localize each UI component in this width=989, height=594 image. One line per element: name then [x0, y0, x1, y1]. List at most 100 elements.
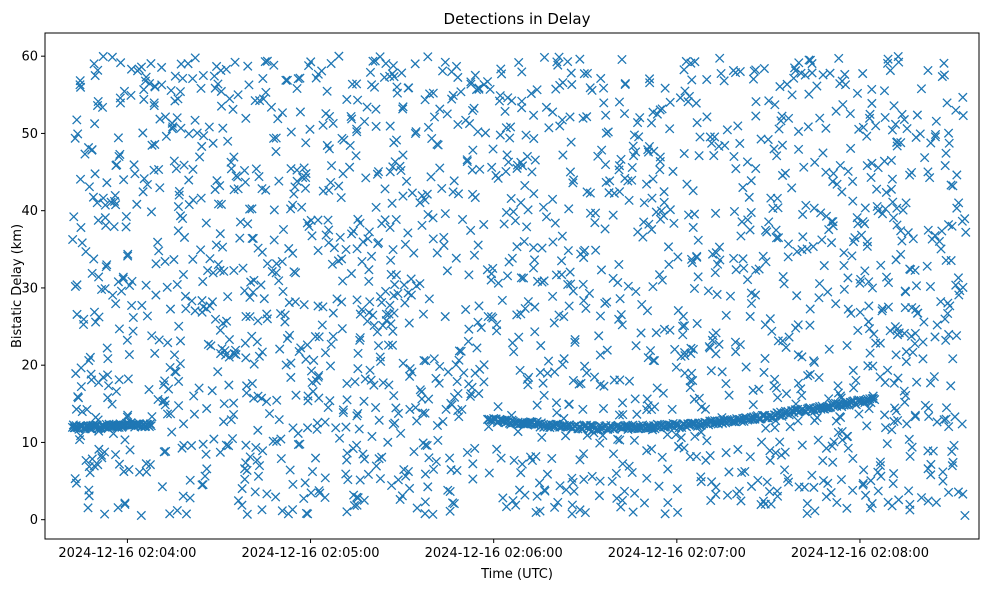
data-point: [72, 115, 82, 125]
data-point: [772, 486, 782, 496]
data-point: [486, 275, 496, 285]
data-point: [521, 222, 532, 232]
data-point: [876, 471, 886, 481]
data-point: [923, 167, 933, 177]
data-point: [335, 232, 345, 243]
data-point: [348, 226, 359, 236]
data-point: [532, 85, 542, 95]
data-point: [122, 335, 133, 345]
data-point: [615, 294, 625, 304]
data-point: [176, 123, 186, 133]
data-point: [440, 311, 450, 322]
data-point: [306, 57, 316, 67]
data-point: [618, 409, 628, 420]
x-tick-label: 2024-12-16 02:04:00: [58, 546, 196, 561]
data-point: [120, 435, 130, 445]
data-point: [918, 337, 928, 347]
data-point: [504, 257, 514, 267]
data-point: [751, 65, 761, 75]
data-point: [74, 434, 85, 445]
data-point: [596, 145, 607, 155]
data-point: [170, 366, 180, 377]
data-point: [119, 466, 129, 477]
data-point: [372, 169, 383, 179]
data-point: [502, 150, 512, 160]
data-point: [84, 182, 95, 192]
data-point: [254, 460, 265, 471]
data-point: [170, 71, 180, 81]
data-point: [712, 259, 723, 269]
data-point: [372, 327, 383, 337]
data-point: [905, 451, 915, 462]
data-point: [643, 145, 653, 155]
data-point: [100, 200, 110, 210]
data-point: [97, 453, 107, 463]
data-point: [274, 276, 284, 286]
data-point: [205, 301, 215, 311]
data-point: [716, 68, 726, 79]
data-point: [775, 437, 785, 447]
data-point: [817, 235, 827, 245]
data-point: [435, 163, 445, 173]
data-point: [288, 423, 298, 433]
data-point: [724, 467, 734, 477]
data-point: [321, 230, 331, 240]
data-point: [334, 433, 345, 443]
data-point: [864, 301, 874, 311]
data-point: [619, 108, 630, 119]
data-point: [446, 94, 457, 104]
data-point: [946, 180, 956, 190]
data-point: [654, 481, 664, 491]
data-point: [424, 294, 435, 304]
data-point: [114, 324, 125, 334]
data-point: [537, 243, 547, 253]
data-point: [683, 97, 693, 107]
data-point: [75, 174, 86, 184]
data-point: [523, 372, 534, 383]
data-point: [838, 99, 848, 110]
data-point: [890, 119, 901, 129]
data-point: [292, 83, 302, 94]
data-point: [522, 151, 533, 162]
data-point: [729, 151, 739, 162]
data-point: [310, 453, 321, 463]
data-point: [644, 74, 655, 84]
data-point: [403, 288, 413, 298]
data-point: [814, 293, 824, 303]
data-point: [590, 208, 601, 218]
data-point: [529, 133, 539, 144]
data-point: [876, 260, 886, 270]
data-point: [338, 407, 348, 418]
data-point: [385, 167, 395, 177]
data-point: [805, 369, 815, 380]
data-point: [473, 127, 483, 137]
data-point: [598, 403, 609, 414]
data-point: [651, 328, 661, 338]
data-point: [793, 144, 804, 155]
data-point: [854, 409, 864, 419]
data-point: [175, 86, 186, 97]
data-point: [900, 397, 910, 407]
data-point: [595, 476, 605, 486]
data-point: [262, 56, 273, 66]
data-point: [518, 273, 529, 283]
data-point: [671, 362, 681, 372]
data-point: [866, 476, 876, 486]
data-point: [766, 193, 776, 203]
data-point: [923, 464, 933, 474]
data-point: [805, 320, 815, 330]
data-point: [370, 56, 380, 66]
data-point: [789, 63, 800, 73]
data-point: [346, 114, 357, 124]
data-point: [145, 459, 156, 470]
data-point: [217, 343, 227, 354]
data-point: [410, 402, 421, 413]
data-point: [337, 324, 347, 334]
data-point: [842, 340, 852, 351]
data-point: [366, 375, 376, 385]
data-point: [87, 454, 97, 464]
data-point: [110, 299, 121, 309]
data-point: [803, 371, 813, 381]
data-point: [497, 295, 507, 306]
data-point: [681, 56, 691, 67]
